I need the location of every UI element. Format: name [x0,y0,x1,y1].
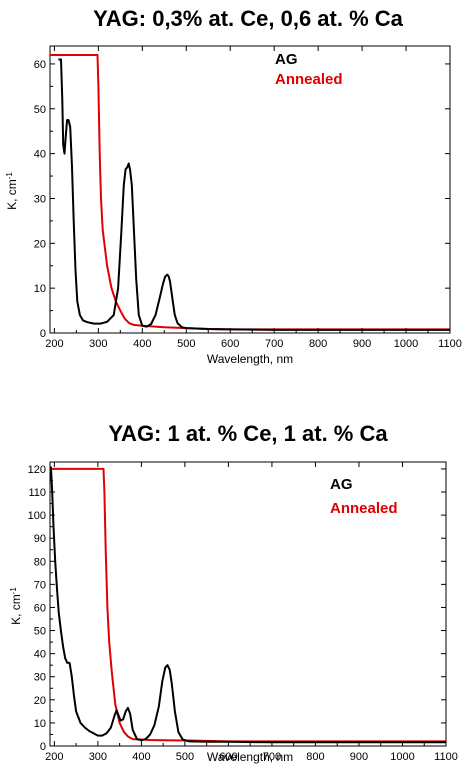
series-line-ag [58,58,450,331]
chart-panel-bottom: YAG: 1 at. % Ce, 1 at. % Ca K, cm-1 Wave… [0,410,463,783]
svg-text:K, cm-1: K, cm-1 [9,587,24,625]
series-line-ag [50,466,446,744]
y-axis-label: K, cm-1 [9,587,24,625]
y-tick-label: 90 [34,533,46,545]
y-tick-label: 40 [34,149,46,161]
y-tick-label: 60 [34,602,46,614]
y-tick-label: 110 [28,487,46,499]
x-tick-label: 400 [133,338,151,350]
series-line-annealed [50,54,450,331]
plot-area: 200 300 400 500 600 700 800 900 1000 1100 0 10 20 30 4… [34,45,462,350]
plot-frame [49,461,447,747]
y-axis-label-main: K, cm [5,179,19,210]
chart-title: YAG: 0,3% at. Ce, 0,6 at. % Ca [93,6,404,31]
y-tick-label: 40 [34,649,46,661]
x-tick-label: 600 [221,338,239,350]
y-tick-label: 20 [34,695,46,707]
y-tick-label: 0 [40,741,46,753]
y-tick-label: 50 [34,104,46,116]
x-tick-label: 1000 [390,751,414,763]
y-axis-label-superscript: -1 [5,172,14,180]
chart-top-svg: YAG: 0,3% at. Ce, 0,6 at. % Ca K, cm-1 W… [5,6,462,366]
x-tick-label: 600 [219,751,237,763]
y-axis-label-superscript: -1 [9,587,18,595]
legend-entry-annealed: Annealed [275,71,343,88]
y-tick-label: 70 [34,579,46,591]
x-tick-label: 1100 [438,338,462,350]
y-tick-label: 0 [40,328,46,340]
y-axis-label-main: K, cm [9,594,23,625]
x-tick-label: 1100 [434,751,458,763]
y-tick-label: 30 [34,193,46,205]
y-tick-label: 120 [28,464,46,476]
y-axis-label: K, cm-1 [5,172,20,210]
y-tick-label: 100 [28,510,46,522]
x-tick-label: 900 [350,751,368,763]
x-tick-label: 400 [132,751,150,763]
x-tick-label: 200 [45,751,63,763]
y-tick-label: 60 [34,59,46,71]
svg-text:K, cm-1: K, cm-1 [5,172,20,210]
x-tick-label: 700 [263,751,281,763]
x-tick-label: 800 [309,338,327,350]
x-axis-label: Wavelength, nm [207,352,293,366]
x-tick-label: 500 [176,751,194,763]
plot-frame [49,45,451,334]
y-tick-label: 50 [34,626,46,638]
x-tick-label: 700 [265,338,283,350]
legend-entry-annealed: Annealed [330,500,398,517]
legend-entry-ag: AG [275,51,298,68]
chart-title: YAG: 1 at. % Ce, 1 at. % Ca [108,421,388,446]
y-tick-label: 30 [34,672,46,684]
y-tick-label: 20 [34,238,46,250]
x-axis-label: Wavelength, nm [207,750,293,764]
plot-area: 200 300 400 500 600 700 800 900 1000 1100 0 10 20 30 4… [28,461,458,763]
x-tick-label: 300 [89,751,107,763]
x-tick-label: 300 [89,338,107,350]
chart-panel-top: YAG: 0,3% at. Ce, 0,6 at. % Ca K, cm-1 W… [0,0,463,380]
x-tick-label: 500 [177,338,195,350]
legend: AG Annealed [275,51,343,88]
x-tick-label: 1000 [394,338,418,350]
y-tick-label: 10 [34,283,46,295]
y-tick-label: 10 [34,718,46,730]
legend: AG Annealed [330,476,398,517]
x-tick-label: 200 [45,338,63,350]
x-tick-label: 900 [353,338,371,350]
chart-bottom-svg: YAG: 1 at. % Ce, 1 at. % Ca K, cm-1 Wave… [9,421,458,764]
legend-entry-ag: AG [330,476,353,493]
x-tick-label: 800 [306,751,324,763]
y-tick-label: 80 [34,556,46,568]
